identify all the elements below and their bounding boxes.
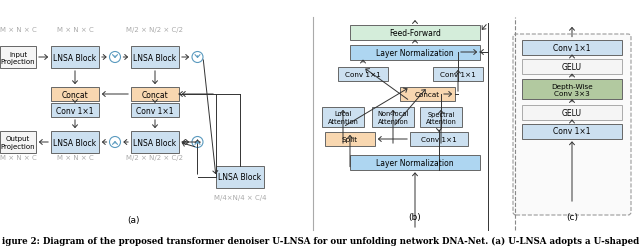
- FancyBboxPatch shape: [350, 155, 480, 170]
- FancyBboxPatch shape: [51, 104, 99, 117]
- FancyBboxPatch shape: [51, 132, 99, 153]
- Text: (a): (a): [127, 216, 140, 225]
- FancyBboxPatch shape: [410, 133, 468, 146]
- FancyBboxPatch shape: [338, 68, 388, 82]
- FancyBboxPatch shape: [131, 88, 179, 102]
- Text: LNSA Block: LNSA Block: [133, 138, 177, 147]
- Text: Conv 1×1: Conv 1×1: [553, 43, 591, 52]
- Text: Output
Projection: Output Projection: [1, 136, 35, 149]
- FancyBboxPatch shape: [522, 105, 622, 120]
- Text: Split: Split: [342, 137, 358, 142]
- FancyBboxPatch shape: [325, 133, 375, 146]
- Text: Conv 1×1: Conv 1×1: [553, 127, 591, 136]
- FancyBboxPatch shape: [350, 45, 480, 60]
- FancyBboxPatch shape: [131, 47, 179, 69]
- Text: Input
Projection: Input Projection: [1, 51, 35, 64]
- Text: M/4×N/4 × C/4: M/4×N/4 × C/4: [214, 194, 266, 200]
- FancyBboxPatch shape: [0, 132, 36, 153]
- FancyBboxPatch shape: [131, 132, 179, 153]
- Text: Conv 1×1: Conv 1×1: [421, 137, 457, 142]
- FancyBboxPatch shape: [216, 166, 264, 188]
- FancyBboxPatch shape: [322, 108, 364, 128]
- Text: Layer Normalization: Layer Normalization: [376, 158, 454, 167]
- FancyBboxPatch shape: [51, 47, 99, 69]
- Text: Concat: Concat: [415, 92, 440, 98]
- Text: Conv 1×1: Conv 1×1: [136, 106, 173, 115]
- FancyBboxPatch shape: [51, 88, 99, 102]
- Text: GELU: GELU: [562, 62, 582, 71]
- Text: M × N × C: M × N × C: [0, 27, 36, 33]
- Circle shape: [192, 137, 203, 148]
- FancyBboxPatch shape: [372, 108, 414, 128]
- Text: LNSA Block: LNSA Block: [53, 53, 97, 62]
- FancyBboxPatch shape: [522, 80, 622, 100]
- FancyBboxPatch shape: [420, 108, 462, 128]
- Text: M × N × C: M × N × C: [56, 27, 93, 33]
- Text: LNSA Block: LNSA Block: [218, 173, 262, 182]
- Text: Depth-Wise
Conv 3×3: Depth-Wise Conv 3×3: [551, 83, 593, 96]
- FancyBboxPatch shape: [522, 59, 622, 74]
- Text: Local
Attention: Local Attention: [328, 111, 358, 124]
- FancyBboxPatch shape: [400, 88, 455, 102]
- Text: (c): (c): [566, 213, 578, 222]
- Text: (b): (b): [408, 213, 421, 222]
- Text: Conv 1×1: Conv 1×1: [345, 72, 381, 78]
- Text: Conv 1×1: Conv 1×1: [56, 106, 93, 115]
- Circle shape: [192, 52, 203, 63]
- Text: M/2 × N/2 × C/2: M/2 × N/2 × C/2: [127, 154, 184, 160]
- Text: Concat: Concat: [141, 90, 168, 99]
- Text: Feed-Forward: Feed-Forward: [389, 28, 441, 37]
- Text: M × N × C: M × N × C: [56, 154, 93, 160]
- Text: Conv 1×1: Conv 1×1: [440, 72, 476, 78]
- FancyBboxPatch shape: [522, 124, 622, 139]
- Text: Non-local
Attention: Non-local Attention: [378, 111, 408, 124]
- Text: LNSA Block: LNSA Block: [133, 53, 177, 62]
- FancyBboxPatch shape: [350, 25, 480, 40]
- FancyBboxPatch shape: [522, 40, 622, 55]
- Text: GELU: GELU: [562, 108, 582, 117]
- Text: igure 2: Diagram of the proposed transformer denoiser U-LNSA for our unfolding n: igure 2: Diagram of the proposed transfo…: [2, 236, 640, 245]
- Circle shape: [109, 137, 120, 148]
- FancyBboxPatch shape: [433, 68, 483, 82]
- FancyBboxPatch shape: [513, 35, 631, 215]
- Text: Layer Normalization: Layer Normalization: [376, 48, 454, 57]
- Text: LNSA Block: LNSA Block: [53, 138, 97, 147]
- FancyBboxPatch shape: [0, 47, 36, 69]
- Text: Concat: Concat: [61, 90, 88, 99]
- Text: Spectral
Attention: Spectral Attention: [426, 111, 456, 124]
- Circle shape: [109, 52, 120, 63]
- Text: M × N × C: M × N × C: [0, 154, 36, 160]
- FancyBboxPatch shape: [131, 104, 179, 117]
- Text: M/2 × N/2 × C/2: M/2 × N/2 × C/2: [127, 27, 184, 33]
